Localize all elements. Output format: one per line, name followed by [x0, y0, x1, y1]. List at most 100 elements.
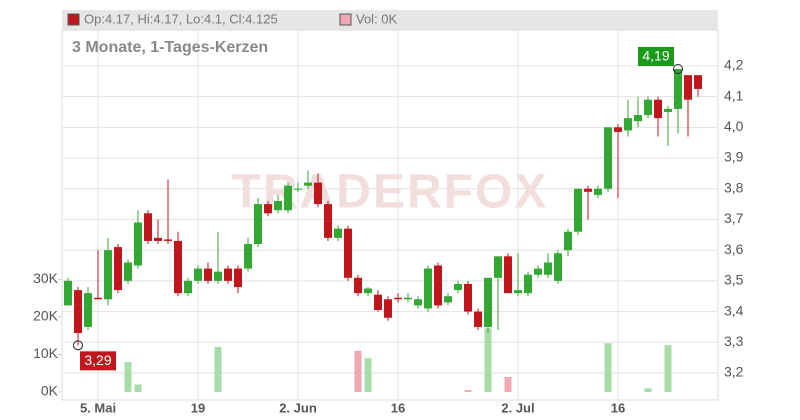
volume-bar [664, 345, 672, 393]
volume-bar [464, 390, 472, 393]
x-tick-label: 2. Jun [279, 400, 317, 415]
x-tick-label: 5. Mai [80, 400, 116, 415]
annotation-marker [673, 63, 683, 74]
candle-body [324, 204, 332, 238]
candle-body [444, 296, 452, 303]
candle-body [154, 237, 162, 241]
annotation-label: 4,19 [642, 48, 669, 64]
x-tick-label: 16 [391, 400, 405, 415]
candle-body [304, 182, 312, 186]
y-tick-label: 3,9 [724, 149, 744, 165]
y-tick-label: 3,8 [724, 179, 744, 195]
x-tick-label: 19 [191, 400, 205, 415]
candle-body [354, 277, 362, 294]
ohlc-icon [67, 13, 80, 26]
y-tick-label: 3,7 [724, 210, 744, 226]
candle-body [224, 268, 232, 281]
candle-body [554, 253, 562, 281]
candle-body [384, 299, 392, 318]
candle-body [344, 228, 352, 278]
volume-bar [124, 362, 132, 393]
volume-icon [339, 13, 352, 26]
y2-tick-label: 20K [33, 308, 59, 324]
candle-body [214, 271, 222, 281]
volume-bar [354, 350, 362, 393]
candle-body [84, 293, 92, 327]
header-bar [62, 10, 718, 30]
candle-body [464, 283, 472, 312]
watermark: TRADERFOX [232, 166, 549, 219]
y-tick-label: 3,2 [724, 364, 744, 380]
y-tick-label: 4,0 [724, 118, 744, 134]
plot-frame [61, 29, 719, 401]
candle-body [634, 115, 642, 122]
candle-body [644, 99, 652, 116]
header-ohlc: Op:4.17, Hi:4.17, Lo:4.1, Cl:4.125 [84, 11, 278, 26]
y2-tick-label: 30K [33, 270, 59, 286]
annotation-box [638, 46, 674, 66]
y2-tick-label: 10K [33, 345, 59, 361]
candle-body [524, 274, 532, 294]
candle-body [124, 262, 132, 281]
candle-body [544, 262, 552, 275]
candle-body [374, 294, 382, 311]
candle-body [594, 188, 602, 195]
candle-body [434, 265, 442, 306]
annotation-box [80, 351, 116, 371]
candle-body [314, 182, 322, 205]
candle-body [244, 244, 252, 269]
candle-body [204, 268, 212, 281]
candle-body [274, 201, 282, 211]
y-tick-label: 4,1 [724, 87, 744, 103]
candle-body [614, 127, 622, 132]
candle-body [194, 268, 202, 281]
header-volume: Vol: 0K [356, 11, 398, 26]
candle-body [424, 268, 432, 309]
annotation-marker [73, 340, 83, 351]
annotation-label: 3,29 [84, 352, 111, 368]
candle-body [264, 204, 272, 214]
candle-body [94, 297, 102, 300]
candle-body [284, 185, 292, 211]
candle-body [144, 213, 152, 241]
candle-body [134, 222, 142, 266]
y2-tick-label: 0K [41, 383, 59, 399]
candle-body [404, 297, 412, 300]
x-tick-label: 16 [611, 400, 625, 415]
candle-body [114, 247, 122, 291]
candle-body [64, 280, 72, 306]
candle-body [564, 231, 572, 251]
candle-body [74, 290, 82, 334]
candle-body [474, 311, 482, 327]
candle-body [454, 283, 462, 291]
candle-body [174, 240, 182, 294]
candle-body [414, 299, 422, 306]
candle-body [654, 99, 662, 119]
volume-bar [504, 377, 512, 393]
candle-body [534, 268, 542, 275]
candle-body [684, 75, 692, 100]
candle-body [514, 290, 522, 294]
candle-body [394, 297, 402, 300]
candle-body [484, 277, 492, 327]
candle-body [574, 188, 582, 232]
volume-bar [604, 343, 612, 393]
candle-body [364, 288, 372, 294]
candle-body [294, 188, 302, 190]
volume-bar [364, 358, 372, 393]
candle-body [664, 108, 672, 112]
candle-body [104, 250, 112, 300]
candle-body [504, 256, 512, 294]
candle-body [184, 280, 192, 294]
volume-bar [134, 384, 142, 393]
candle-body [674, 68, 682, 109]
subtitle: 3 Monate, 1-Tages-Kerzen [72, 39, 268, 56]
y-tick-label: 3,4 [724, 302, 744, 318]
x-tick-label: 2. Jul [501, 400, 534, 415]
y-tick-label: 3,6 [724, 241, 744, 257]
volume-bar [214, 347, 222, 393]
y-tick-label: 3,5 [724, 272, 744, 288]
candle-body [624, 118, 632, 131]
candle-body [234, 268, 242, 288]
